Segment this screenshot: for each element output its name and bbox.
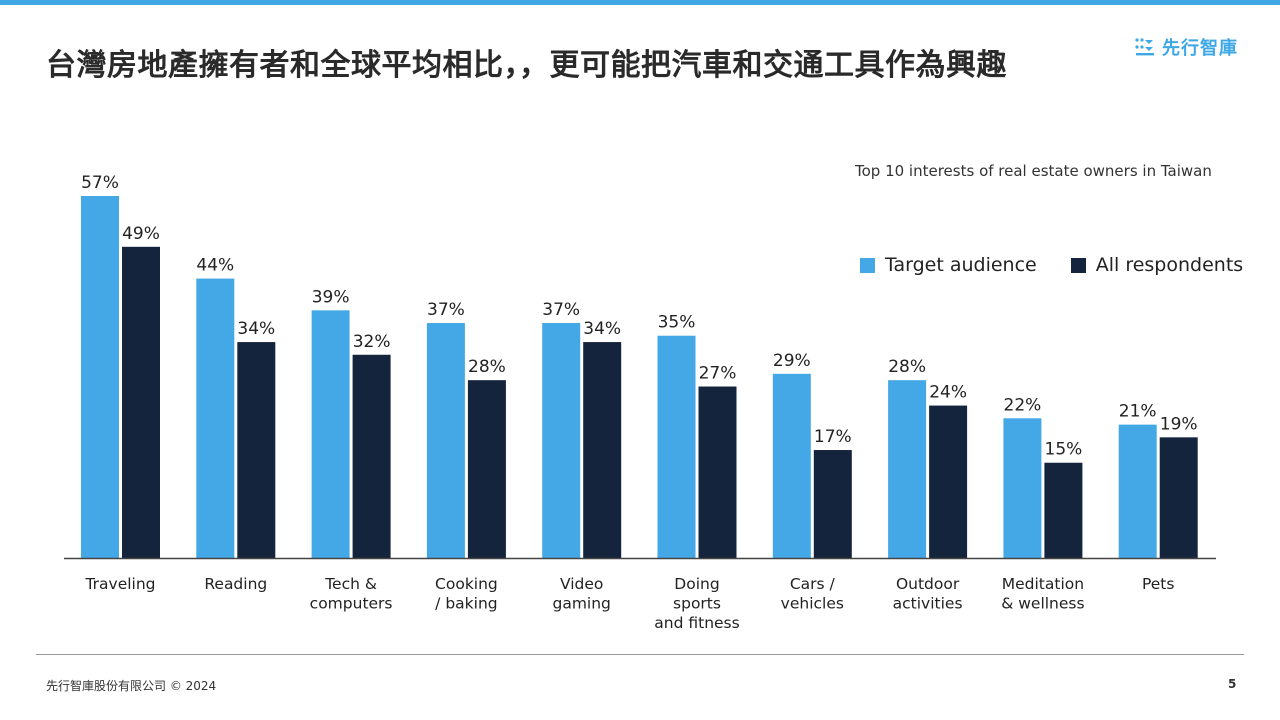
footer-copyright: 先行智庫股份有限公司 © 2024 xyxy=(46,679,217,693)
bar-all-respondents xyxy=(122,246,160,559)
category-label: Traveling xyxy=(84,575,155,593)
dots-stack-icon xyxy=(1135,38,1154,56)
data-label-all-respondents: 24% xyxy=(929,383,967,403)
brand-name: 先行智庫 xyxy=(1162,38,1238,59)
bar-all-respondents xyxy=(698,386,737,558)
category-label: and fitness xyxy=(654,614,739,632)
legend-label-all-respondents: All respondents xyxy=(1095,254,1244,276)
data-label-all-respondents: 27% xyxy=(699,364,737,384)
bar-target-audience xyxy=(1118,424,1157,558)
data-label-all-respondents: 49% xyxy=(122,224,160,244)
category-label: Outdoor xyxy=(896,575,960,593)
bar-all-respondents xyxy=(929,405,968,558)
data-label-all-respondents: 15% xyxy=(1045,440,1083,460)
page-number: 5 xyxy=(1228,677,1237,691)
page-title: 台灣房地產擁有者和全球平均相比，，更可能把汽車和交通工具作為興趣 xyxy=(46,48,1007,83)
data-label-target-audience: 44% xyxy=(196,256,234,276)
footer-divider xyxy=(36,654,1244,655)
data-label-all-respondents: 34% xyxy=(583,319,621,339)
data-label-target-audience: 21% xyxy=(1119,402,1157,422)
category-label: Video xyxy=(560,575,603,593)
data-label-all-respondents: 28% xyxy=(468,357,506,377)
category-label: Meditation xyxy=(1002,575,1084,593)
bar-chart: 57% 49% Traveling 44% 34% Reading 39% 32% Tech &… xyxy=(64,173,1216,632)
category-label: / baking xyxy=(435,595,497,613)
top-accent-bar xyxy=(0,0,1280,5)
chart-legend: Target audience All respondents xyxy=(860,254,1243,276)
data-label-all-respondents: 17% xyxy=(814,427,852,447)
bar-all-respondents xyxy=(813,450,852,558)
category-label: Cars / xyxy=(790,575,836,593)
data-label-target-audience: 22% xyxy=(1004,395,1042,415)
category-label: Reading xyxy=(204,575,267,593)
data-label-target-audience: 29% xyxy=(773,351,811,371)
legend-swatch-target-audience xyxy=(860,257,875,273)
bar-all-respondents xyxy=(467,380,506,558)
data-label-target-audience: 28% xyxy=(888,357,926,377)
data-label-target-audience: 37% xyxy=(542,300,580,320)
category-label: & wellness xyxy=(1001,595,1084,613)
bar-target-audience xyxy=(311,310,350,558)
category-label: Cooking xyxy=(435,575,498,593)
bar-target-audience xyxy=(81,196,119,558)
category-label: activities xyxy=(893,595,963,613)
bar-target-audience xyxy=(657,335,696,558)
legend-label-target-audience: Target audience xyxy=(885,254,1037,276)
bar-target-audience xyxy=(1003,418,1042,558)
category-label: Tech & xyxy=(324,575,377,593)
bar-target-audience xyxy=(196,278,235,558)
bar-target-audience xyxy=(426,323,465,558)
category-label: Doing xyxy=(674,575,719,593)
category-label: vehicles xyxy=(781,595,844,613)
data-label-target-audience: 35% xyxy=(658,313,696,333)
data-label-target-audience: 39% xyxy=(312,287,350,307)
data-label-all-respondents: 19% xyxy=(1160,414,1198,434)
bar-target-audience xyxy=(888,380,927,558)
category-label: computers xyxy=(310,595,393,613)
data-label-all-respondents: 34% xyxy=(237,319,275,339)
bar-target-audience xyxy=(772,373,811,558)
category-label: Pets xyxy=(1142,575,1174,593)
data-label-target-audience: 57% xyxy=(81,173,119,193)
chart-title: Top 10 interests of real estate owners i… xyxy=(855,162,1212,180)
bar-all-respondents xyxy=(1044,462,1083,558)
legend-item-all-respondents: All respondents xyxy=(1070,254,1244,276)
legend-item-target-audience: Target audience xyxy=(860,254,1037,276)
bar-all-respondents xyxy=(583,342,622,558)
category-label: gaming xyxy=(552,595,610,613)
data-label-target-audience: 37% xyxy=(427,300,465,320)
bar-all-respondents xyxy=(237,342,276,558)
bar-target-audience xyxy=(542,323,581,558)
bar-all-respondents xyxy=(1159,437,1198,558)
category-label: sports xyxy=(673,595,721,613)
legend-swatch-all-respondents xyxy=(1070,257,1086,273)
bar-all-respondents xyxy=(352,354,391,558)
data-label-all-respondents: 32% xyxy=(353,332,391,352)
brand-logo: 先行智庫 xyxy=(1134,34,1238,60)
